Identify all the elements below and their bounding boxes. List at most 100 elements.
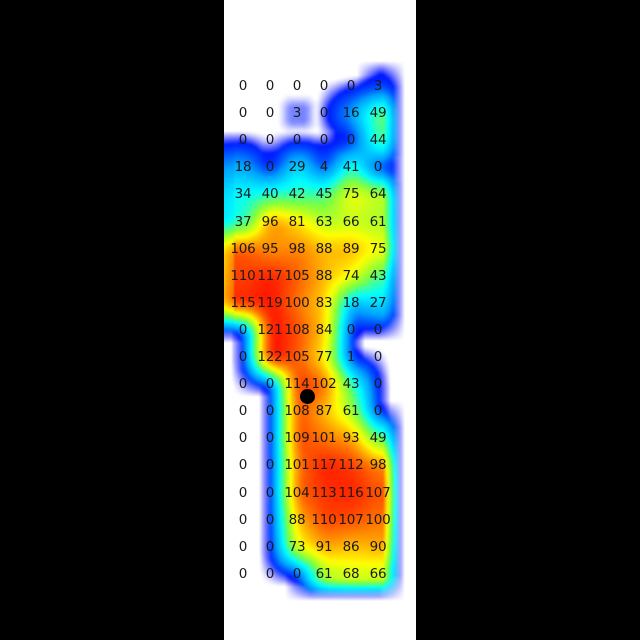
cell-value: 105 — [284, 349, 310, 365]
cell-value: 42 — [288, 186, 306, 203]
cell-value: 84 — [315, 321, 333, 338]
cell-value: 66 — [369, 565, 387, 582]
cell-value: 105 — [284, 267, 310, 284]
cell-value: 106 — [230, 240, 256, 257]
cell-value: 0 — [265, 511, 275, 528]
cell-value: 63 — [315, 213, 333, 230]
cell-value: 98 — [369, 457, 387, 474]
cell-value: 107 — [338, 511, 364, 528]
cell-value: 0 — [265, 159, 275, 176]
cell-value: 81 — [288, 213, 306, 230]
cell-value: 96 — [261, 213, 279, 230]
cell-value: 112 — [338, 457, 364, 474]
pressure-heatmap — [224, 0, 416, 640]
cell-value: 77 — [315, 349, 333, 365]
cell-value: 91 — [315, 538, 333, 555]
cell-value: 109 — [284, 430, 310, 447]
pressure-map-panel: 0 0 0 0 0 3 0 0 3 0 16 49 0 0 0 0 0 44 18 0 29 4 41 0 34 40 42 45 75… — [224, 0, 416, 640]
cell-value: 0 — [346, 78, 356, 94]
cell-value: 0 — [373, 159, 383, 176]
cell-value: 40 — [261, 186, 279, 203]
cell-value: 0 — [292, 565, 302, 582]
cell-value: 74 — [342, 267, 360, 284]
cell-value: 75 — [369, 240, 387, 257]
cell-value: 119 — [257, 294, 283, 311]
cell-value: 34 — [234, 186, 252, 203]
cell-value: 37 — [234, 213, 252, 230]
cell-value: 18 — [234, 159, 252, 176]
cell-value: 88 — [315, 267, 333, 284]
cell-value: 1 — [346, 349, 356, 365]
cell-value: 68 — [342, 565, 360, 582]
cell-value: 121 — [257, 321, 283, 338]
cell-value: 0 — [319, 132, 329, 149]
cell-value: 43 — [342, 376, 360, 393]
cell-value: 110 — [230, 267, 256, 284]
cell-value: 16 — [342, 105, 360, 122]
cell-value: 0 — [238, 430, 248, 447]
cell-value: 117 — [257, 267, 283, 284]
cell-value: 0 — [238, 105, 248, 122]
cell-value: 98 — [288, 240, 306, 257]
cell-value: 61 — [342, 403, 360, 420]
cell-value: 0 — [265, 78, 275, 94]
cell-value: 18 — [342, 294, 360, 311]
cell-value: 0 — [373, 376, 383, 393]
cell-value: 61 — [369, 213, 387, 230]
cell-value: 61 — [315, 565, 333, 582]
cell-value: 83 — [315, 294, 333, 311]
cell-value: 41 — [342, 159, 360, 176]
cell-value: 0 — [373, 349, 383, 365]
cell-value: 0 — [265, 403, 275, 420]
cell-value: 116 — [338, 484, 364, 501]
cell-value: 0 — [319, 78, 329, 94]
cell-value: 0 — [373, 321, 383, 338]
cell-value: 0 — [265, 565, 275, 582]
cell-value: 49 — [369, 105, 387, 122]
cell-value: 101 — [311, 430, 337, 447]
cell-value: 0 — [265, 457, 275, 474]
cell-value: 108 — [284, 403, 310, 420]
cell-value: 45 — [315, 186, 333, 203]
cell-value: 93 — [342, 430, 360, 447]
cell-value: 122 — [257, 349, 283, 365]
cell-value: 0 — [373, 403, 383, 420]
cell-value: 0 — [265, 376, 275, 393]
cell-value: 87 — [315, 403, 333, 420]
cell-value: 29 — [288, 159, 306, 176]
cell-value: 88 — [288, 511, 306, 528]
cell-value: 0 — [238, 376, 248, 393]
cell-value: 0 — [265, 430, 275, 447]
cell-value: 73 — [288, 538, 306, 555]
cell-value: 66 — [342, 213, 360, 230]
cell-value: 0 — [265, 132, 275, 149]
center-of-pressure-marker — [300, 389, 315, 405]
cell-value: 0 — [346, 321, 356, 338]
cell-value: 86 — [342, 538, 360, 555]
cell-value: 115 — [230, 294, 256, 311]
cell-value: 44 — [369, 132, 387, 149]
cell-value: 117 — [311, 457, 337, 474]
cell-value: 0 — [238, 457, 248, 474]
cell-value: 0 — [238, 484, 248, 501]
cell-value: 113 — [311, 484, 337, 501]
cell-value: 0 — [265, 105, 275, 122]
cell-value: 75 — [342, 186, 360, 203]
cell-value: 0 — [292, 132, 302, 149]
cell-value: 95 — [261, 240, 279, 257]
cell-value: 4 — [319, 159, 329, 176]
cell-value: 108 — [284, 321, 310, 338]
cell-value: 104 — [284, 484, 310, 501]
cell-value: 0 — [265, 484, 275, 501]
cell-value: 0 — [238, 78, 248, 94]
cell-value: 90 — [369, 538, 387, 555]
cell-value: 0 — [319, 105, 329, 122]
cell-value: 0 — [238, 403, 248, 420]
pressure-value-grid: 0 0 0 0 0 3 0 0 3 0 16 49 0 0 0 0 0 44 18 0 29 4 41 0 34 40 42 45 75… — [224, 0, 416, 640]
cell-value: 0 — [238, 538, 248, 555]
cell-value: 3 — [292, 105, 302, 122]
cell-value: 0 — [265, 538, 275, 555]
cell-value: 49 — [369, 430, 387, 447]
cell-value: 110 — [311, 511, 337, 528]
cell-value: 64 — [369, 186, 387, 203]
